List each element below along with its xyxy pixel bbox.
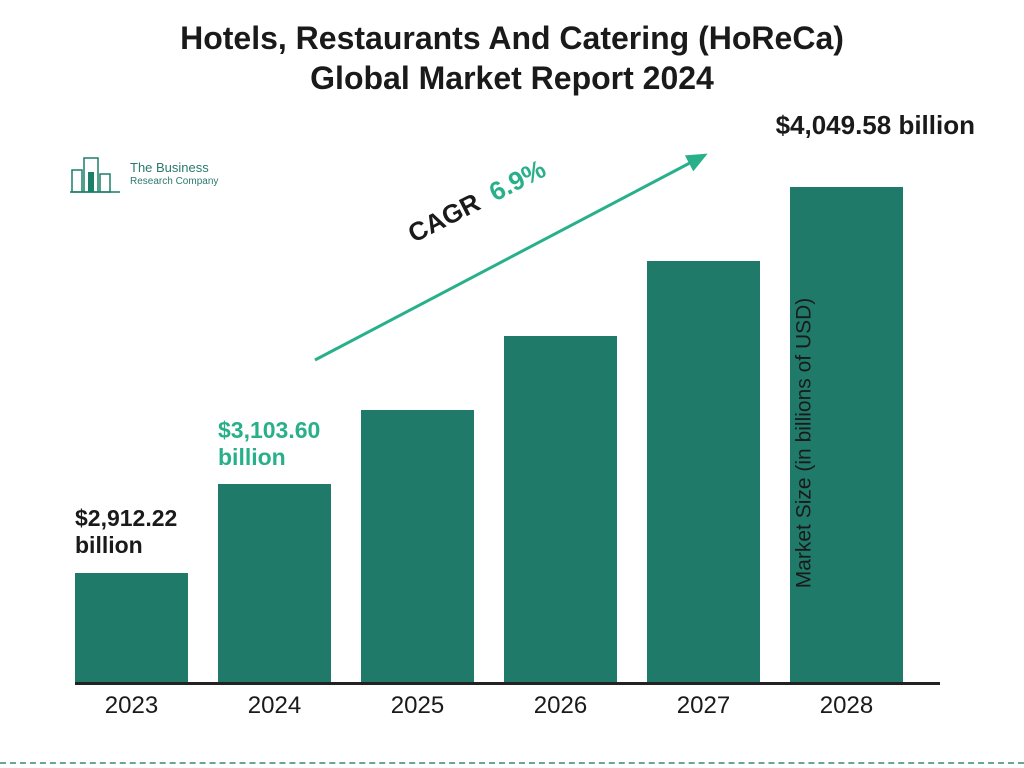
bottom-dashed-line bbox=[0, 762, 1024, 764]
xlabel-2024: 2024 bbox=[218, 692, 331, 720]
bar-label-2024-value: $3,103.60 bbox=[218, 417, 320, 443]
bar-label-2024-unit: billion bbox=[218, 444, 286, 470]
xlabel-2027: 2027 bbox=[647, 692, 760, 720]
bar-label-2023-unit: billion bbox=[75, 532, 143, 558]
chart-area: 2023 2024 2025 2026 2027 2028 Market Size (in… bbox=[75, 165, 940, 720]
title-line-2: Global Market Report 2024 bbox=[62, 58, 962, 98]
bar-2025 bbox=[361, 410, 474, 682]
x-axis-line bbox=[75, 682, 940, 685]
bar-label-2028: $4,049.58 billion bbox=[725, 110, 975, 141]
bar-label-2028-value: $4,049.58 billion bbox=[776, 110, 975, 140]
y-axis-label: Market Size (in billions of USD) bbox=[793, 297, 817, 588]
bar-2024 bbox=[218, 484, 331, 682]
title-line-1: Hotels, Restaurants And Catering (HoReCa… bbox=[62, 18, 962, 58]
bar-label-2024: $3,103.60 billion bbox=[218, 417, 358, 472]
xlabel-2026: 2026 bbox=[504, 692, 617, 720]
bar-label-2023: $2,912.22 billion bbox=[75, 505, 215, 560]
xlabel-2028: 2028 bbox=[790, 692, 903, 720]
xlabel-2023: 2023 bbox=[75, 692, 188, 720]
bar-label-2023-value: $2,912.22 bbox=[75, 505, 177, 531]
bar-2026 bbox=[504, 336, 617, 683]
bar-2023 bbox=[75, 573, 188, 682]
xlabel-2025: 2025 bbox=[361, 692, 474, 720]
chart-title: Hotels, Restaurants And Catering (HoReCa… bbox=[62, 18, 962, 98]
